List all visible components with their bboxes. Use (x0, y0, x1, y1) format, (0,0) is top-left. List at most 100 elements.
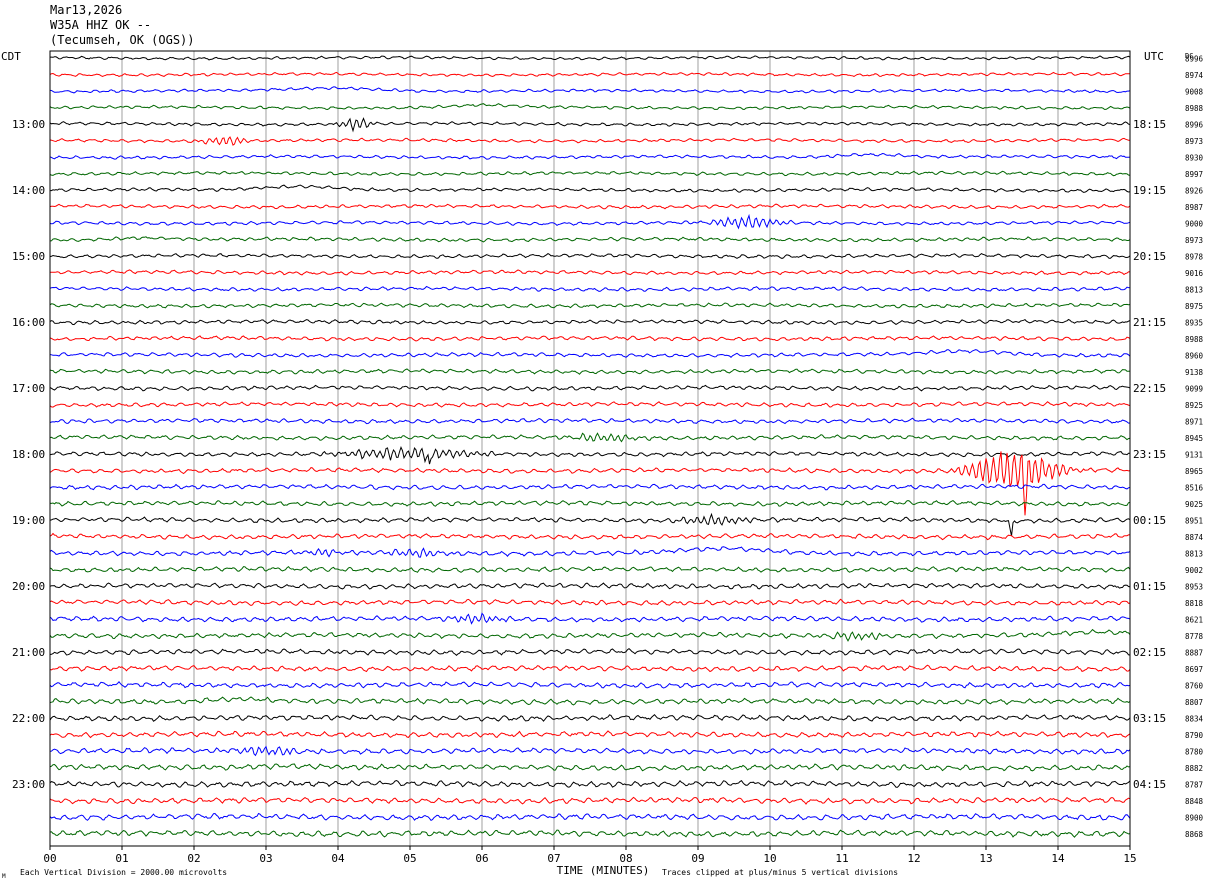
x-tick-label: 04 (331, 852, 345, 865)
trace-row-47 (49, 829, 1131, 838)
right-hour-label: 20:15 (1133, 250, 1166, 263)
right-hour-label: 22:15 (1133, 382, 1166, 395)
trace-row-40 (49, 713, 1131, 722)
trace-row-8 (50, 184, 1131, 193)
dc-offset-label: 8790 (1185, 731, 1204, 740)
trace-row-0 (50, 55, 1131, 61)
header-date: Mar13,2026 (50, 3, 123, 17)
trace-row-7 (49, 170, 1131, 177)
right-hour-label: 21:15 (1133, 316, 1166, 329)
dc-offset-label: 9008 (1185, 88, 1204, 97)
right-hour-label: 01:15 (1133, 580, 1166, 593)
dc-offset-label: 9002 (1185, 566, 1203, 575)
dc-offset-label: 8848 (1185, 797, 1204, 806)
left-hour-label: 20:00 (12, 580, 45, 593)
left-hour-label: 22:00 (12, 712, 45, 725)
trace-row-44 (49, 779, 1131, 788)
trace-row-12 (49, 253, 1131, 259)
trace-row-36 (49, 647, 1131, 656)
trace-row-33 (49, 598, 1131, 607)
dc-offset-label: 8926 (1185, 187, 1204, 196)
dc-offset-label: 8930 (1185, 154, 1204, 163)
dc-offset-label: 8780 (1185, 748, 1204, 757)
right-hour-label: 19:15 (1133, 184, 1166, 197)
x-tick-label: 09 (691, 852, 704, 865)
x-tick-label: 01 (115, 852, 128, 865)
dc-offset-label: 8960 (1185, 352, 1204, 361)
trace-row-2 (49, 86, 1131, 94)
trace-row-34 (49, 612, 1131, 625)
trace-row-23 (49, 432, 1131, 443)
left-timezone-label: CDT (1, 50, 21, 63)
left-hour-label: 19:00 (12, 514, 45, 527)
dc-offset-label: 8900 (1185, 814, 1204, 823)
dc-offset-label: 9025 (1185, 500, 1203, 509)
dc-offset-label: 8935 (1185, 319, 1203, 328)
trace-row-6 (49, 152, 1131, 160)
left-hour-label: 18:00 (12, 448, 45, 461)
trace-row-27 (49, 499, 1131, 507)
dc-offset-label: 8868 (1185, 830, 1204, 839)
grid-layer (49, 51, 1131, 850)
x-tick-label: 11 (835, 852, 848, 865)
dc-offset-label: 8834 (1185, 715, 1204, 724)
trace-row-10 (49, 213, 1131, 230)
dc-offset-label: 8996 (1185, 55, 1204, 64)
clip-note: Traces clipped at plus/minus 5 vertical … (662, 868, 898, 877)
dc-offset-label: 9099 (1185, 385, 1203, 394)
trace-row-26 (49, 483, 1131, 491)
trace-row-38 (49, 681, 1131, 689)
dc-offset-label: 8787 (1185, 781, 1203, 790)
dc-offset-label: 8874 (1185, 533, 1204, 542)
dc-offset-label: 8807 (1185, 698, 1203, 707)
trace-row-17 (49, 335, 1131, 342)
dc-offset-label: 8997 (1185, 170, 1203, 179)
dc-offset-label: 8974 (1185, 71, 1204, 80)
trace-row-42 (49, 745, 1131, 757)
trace-row-46 (49, 812, 1131, 822)
dc-offset-label: 8697 (1185, 665, 1203, 674)
x-axis-title: TIME (MINUTES) (557, 864, 650, 877)
x-tick-label: 14 (1051, 852, 1065, 865)
dc-header-label: DC (1185, 52, 1193, 60)
dc-offset-label: 8516 (1185, 484, 1204, 493)
dc-offset-label: 8987 (1185, 203, 1203, 212)
dc-offset-label: 8988 (1185, 104, 1204, 113)
left-hour-label: 14:00 (12, 184, 45, 197)
x-tick-label: 03 (259, 852, 272, 865)
trace-row-16 (49, 318, 1131, 326)
x-tick-label: 08 (619, 852, 632, 865)
dc-offset-label: 8996 (1185, 121, 1204, 130)
trace-row-4 (49, 117, 1131, 133)
trace-row-32 (49, 582, 1131, 590)
left-hour-label: 13:00 (12, 118, 45, 131)
trace-row-25 (49, 451, 1131, 516)
trace-row-3 (49, 103, 1131, 111)
dc-offset-label: 8882 (1185, 764, 1203, 773)
trace-row-30 (49, 546, 1131, 558)
trace-row-39 (49, 696, 1131, 706)
dc-offset-label: 9131 (1185, 451, 1203, 460)
trace-row-5 (49, 136, 1130, 146)
x-tick-label: 02 (187, 852, 200, 865)
trace-row-29 (49, 532, 1131, 541)
dc-offset-label: 8965 (1185, 467, 1203, 476)
right-hour-label: 18:15 (1133, 118, 1166, 131)
x-tick-label: 05 (403, 852, 416, 865)
scale-note: Each Vertical Division = 2000.00 microvo… (20, 868, 227, 877)
trace-row-18 (49, 349, 1131, 358)
trace-row-19 (49, 368, 1131, 375)
left-hour-label: 17:00 (12, 382, 45, 395)
dc-offset-label: 9016 (1185, 269, 1204, 278)
x-tick-label: 15 (1123, 852, 1136, 865)
dc-offset-label: 8978 (1185, 253, 1204, 262)
dc-offset-label: 8973 (1185, 137, 1203, 146)
dc-offset-label: 8813 (1185, 550, 1203, 559)
x-tick-label: 06 (475, 852, 488, 865)
x-tick-label: 10 (763, 852, 776, 865)
trace-row-9 (49, 203, 1131, 210)
right-hour-label: 00:15 (1133, 514, 1166, 527)
trace-row-15 (49, 302, 1131, 309)
dc-offset-label: 8887 (1185, 649, 1203, 658)
